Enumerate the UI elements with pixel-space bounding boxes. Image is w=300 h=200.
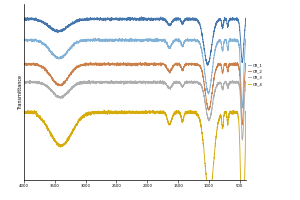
Y-axis label: Transmittance: Transmittance: [18, 74, 22, 110]
Legend: CR_1, CR_2, CR_3, CR_4: CR_1, CR_2, CR_3, CR_4: [248, 63, 263, 86]
